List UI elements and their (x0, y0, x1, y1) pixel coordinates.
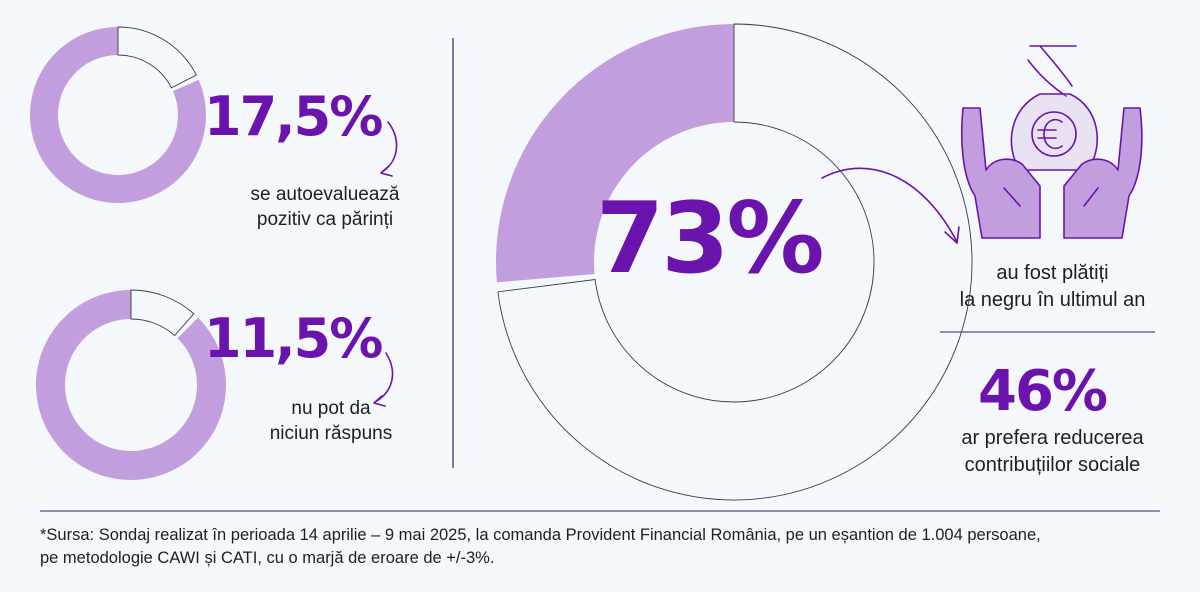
stat-17-5-value: 17,5% (204, 85, 383, 148)
stat-17-5-caption: se autoevaluează pozitiv ca părinți (250, 184, 400, 230)
curved-arrow-icon (380, 121, 398, 177)
donut-2-filled-segment (36, 290, 227, 480)
stat-11-5-caption: nu pot da niciun răspuns (269, 398, 393, 444)
curved-arrow-icon (821, 167, 960, 244)
donut-1-filled-segment (30, 27, 207, 203)
hands-holding-euro-bag-icon (961, 45, 1143, 239)
donut-1-outlined-segment (117, 26, 198, 89)
stat-73-value: 73% (596, 182, 825, 296)
stat-46-caption: ar prefera reducerea contribuțiilor soci… (961, 427, 1144, 476)
stat-11-5-value: 11,5% (204, 307, 383, 370)
stat-46-value: 46% (978, 359, 1108, 424)
source-footnote: *Sursa: Sondaj realizat în perioada 14 a… (40, 526, 1041, 567)
curved-arrow-icon (373, 352, 394, 407)
donut-chart-17-5 (30, 26, 207, 203)
donut-2-outlined-segment (130, 289, 195, 337)
donut-chart-11-5 (36, 289, 227, 480)
donut-chart-73 (496, 23, 973, 501)
stat-73-caption: au fost plătiți la negru în ultimul an (959, 262, 1146, 311)
donut-3-filled-segment (496, 24, 734, 283)
donut-3-outlined-segment (497, 23, 973, 501)
